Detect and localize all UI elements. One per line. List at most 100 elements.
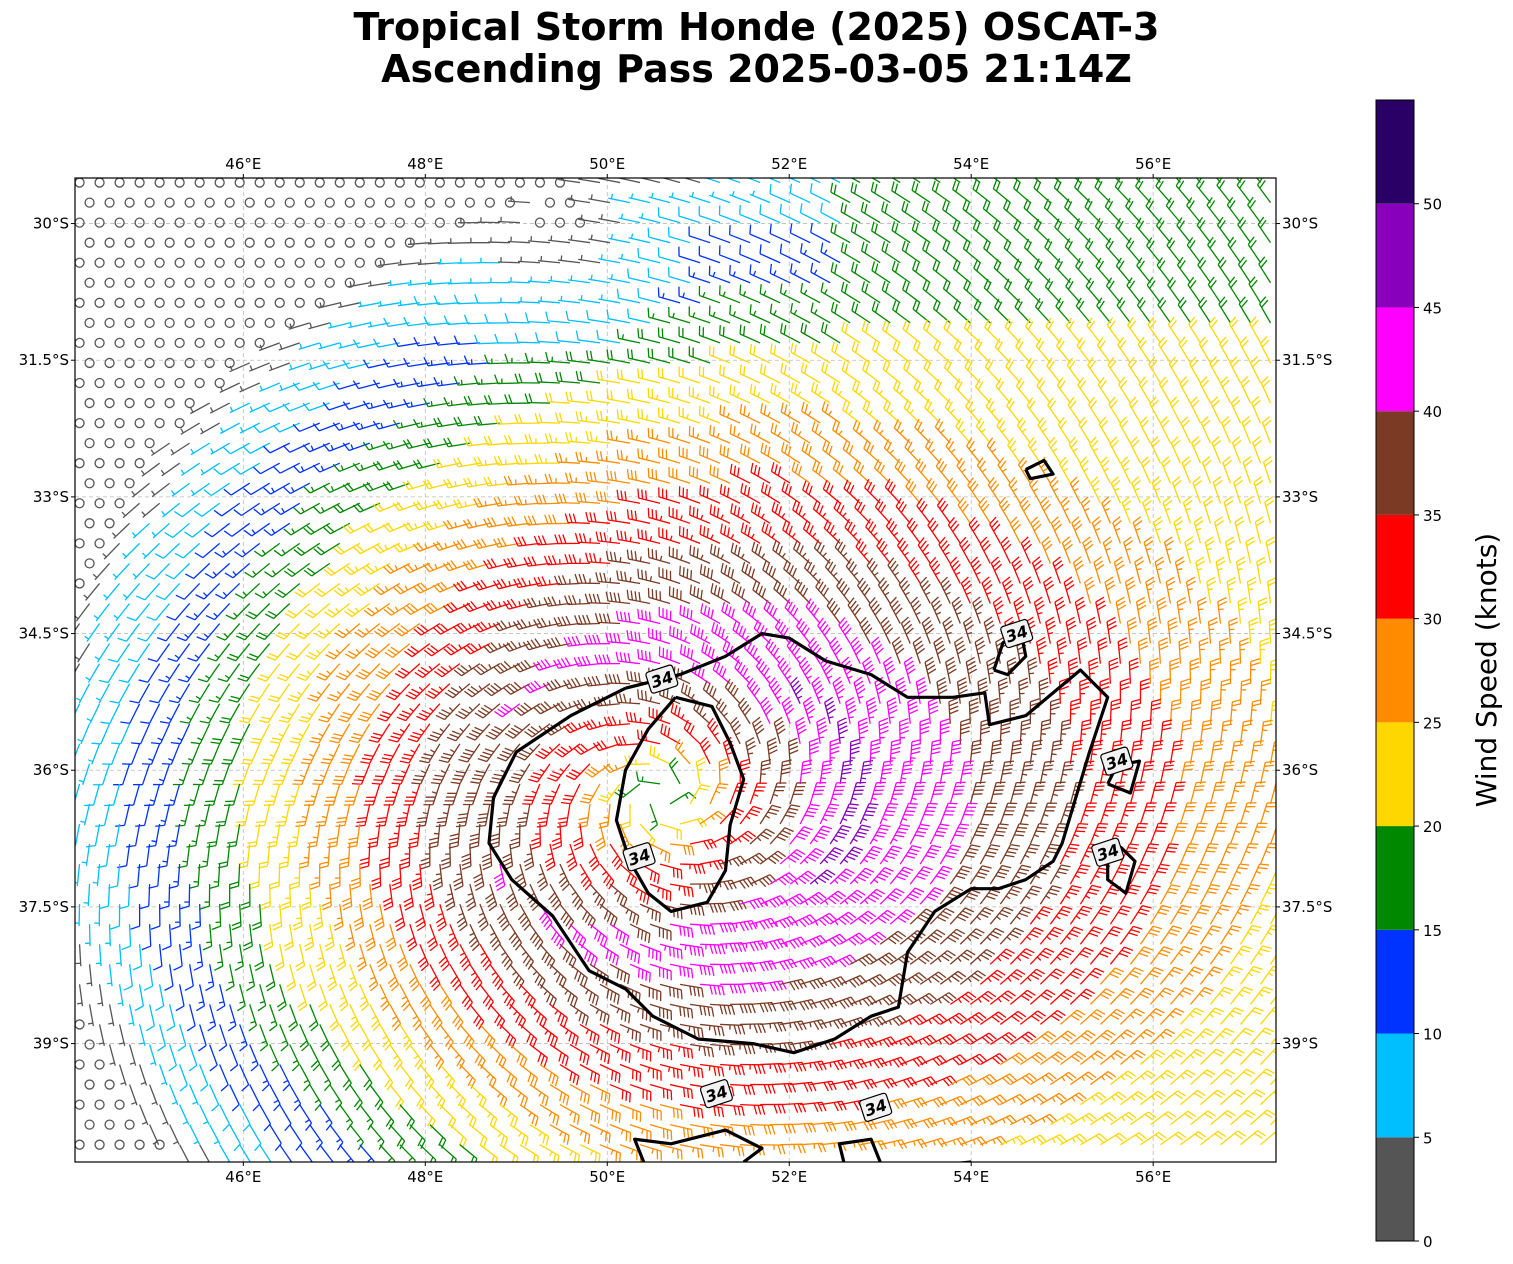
wind-barb: [334, 257, 345, 268]
wind-barb: [184, 237, 195, 248]
wind-barb: [304, 277, 315, 288]
wind-barb: [164, 197, 175, 208]
wind-barb: [840, 281, 861, 304]
wind-barb: [1258, 296, 1272, 324]
wind-barb: [1147, 316, 1161, 344]
lat-tick-label-left: 33°S: [33, 488, 69, 506]
wind-barb: [214, 217, 225, 228]
wind-barb: [1236, 178, 1242, 183]
colorbar-segment: [1376, 618, 1414, 723]
wind-barb: [204, 197, 215, 208]
wind-barb: [348, 321, 370, 329]
wind-barb: [507, 277, 530, 284]
wind-barb: [377, 300, 400, 307]
wind-barb: [507, 196, 530, 204]
wind-barb: [394, 217, 405, 228]
wind-barb: [1024, 278, 1041, 304]
lat-tick-label-left: 36°S: [33, 761, 69, 779]
wind-barb: [1248, 276, 1262, 304]
wind-barb: [144, 317, 155, 329]
wind-barb: [1157, 296, 1171, 324]
wind-barb: [952, 180, 971, 204]
wind-barb: [749, 224, 771, 244]
wind-barb: [800, 282, 821, 304]
wind-barb: [1176, 256, 1191, 284]
wind-barb: [1075, 257, 1091, 284]
wind-barb: [1125, 237, 1141, 264]
wind-barb: [1013, 258, 1031, 284]
wind-barb: [94, 297, 105, 308]
wind-barb: [962, 199, 981, 224]
wind-barb: [1247, 236, 1262, 264]
colorbar-tick-label: 10: [1423, 1026, 1442, 1044]
wind-barb: [413, 296, 440, 306]
wind-barb: [407, 279, 430, 286]
wind-barb: [809, 183, 831, 204]
wind-barb: [114, 217, 125, 228]
wind-barb: [575, 330, 601, 344]
wind-barb: [487, 237, 510, 244]
wind-barb: [84, 277, 95, 288]
wind-barb: [324, 277, 335, 288]
wind-barb: [214, 337, 225, 349]
wind-barb: [1186, 197, 1201, 224]
wind-barb: [229, 362, 250, 373]
wind-barb: [779, 283, 801, 304]
wind-barb: [204, 277, 215, 288]
wind-barb: [704, 178, 721, 184]
wind-barb: [769, 343, 791, 364]
lat-tick-label-right: 31.5°S: [1282, 351, 1332, 369]
wind-barb: [668, 307, 691, 324]
wind-barb: [1074, 178, 1091, 204]
wind-barb: [404, 237, 415, 248]
wind-barb: [358, 301, 380, 308]
lat-tick-label-left: 37.5°S: [19, 898, 69, 916]
wind-barb: [144, 357, 155, 369]
wind-barb: [598, 294, 621, 304]
wind-barb: [608, 233, 631, 244]
lon-tick-label-top: 48°E: [407, 155, 443, 173]
wind-barb: [618, 213, 641, 224]
wind-barb: [1035, 337, 1051, 364]
wind-barb: [678, 206, 701, 224]
wind-barb: [1015, 337, 1031, 364]
wind-barb: [881, 241, 901, 264]
wind-barb: [154, 297, 165, 308]
wind-barb: [374, 217, 385, 228]
wind-barb: [1044, 278, 1061, 304]
wind-barb: [278, 342, 300, 351]
wind-barb: [588, 274, 611, 284]
wind-barb: [84, 197, 95, 208]
wind-barb: [608, 193, 631, 204]
wind-barb: [729, 190, 751, 204]
wind-barb: [678, 246, 701, 264]
wind-barb: [224, 317, 235, 329]
wind-barb: [688, 346, 711, 364]
wind-barb: [104, 277, 115, 288]
wind-barb: [1137, 336, 1151, 364]
wind-barb: [184, 277, 195, 288]
wind-barb: [628, 233, 651, 244]
wind-barb: [1247, 196, 1262, 224]
wind-barb: [328, 322, 350, 329]
wind-barb: [1195, 178, 1201, 183]
wind-barb: [678, 286, 701, 304]
wind-barb: [318, 342, 340, 350]
colorbar-segment: [1376, 1033, 1414, 1138]
wind-barb: [709, 191, 731, 204]
wind-barb: [891, 260, 911, 284]
wind-barb: [427, 238, 450, 245]
colorbar-segment: [1376, 411, 1414, 515]
wind-barb: [1096, 337, 1111, 364]
wind-barb: [264, 237, 275, 248]
wind-barb: [840, 202, 861, 224]
wind-barb: [558, 255, 581, 264]
wind-barb: [184, 317, 195, 329]
wind-barb: [749, 344, 771, 364]
wind-barb: [423, 316, 450, 326]
wind-barb: [688, 266, 711, 284]
wind-barb: [1025, 318, 1041, 344]
lat-tick-label-left: 34.5°S: [19, 625, 69, 643]
wind-barb: [1197, 296, 1212, 324]
title-line-2: Ascending Pass 2025-03-05 21:14Z: [381, 47, 1132, 91]
